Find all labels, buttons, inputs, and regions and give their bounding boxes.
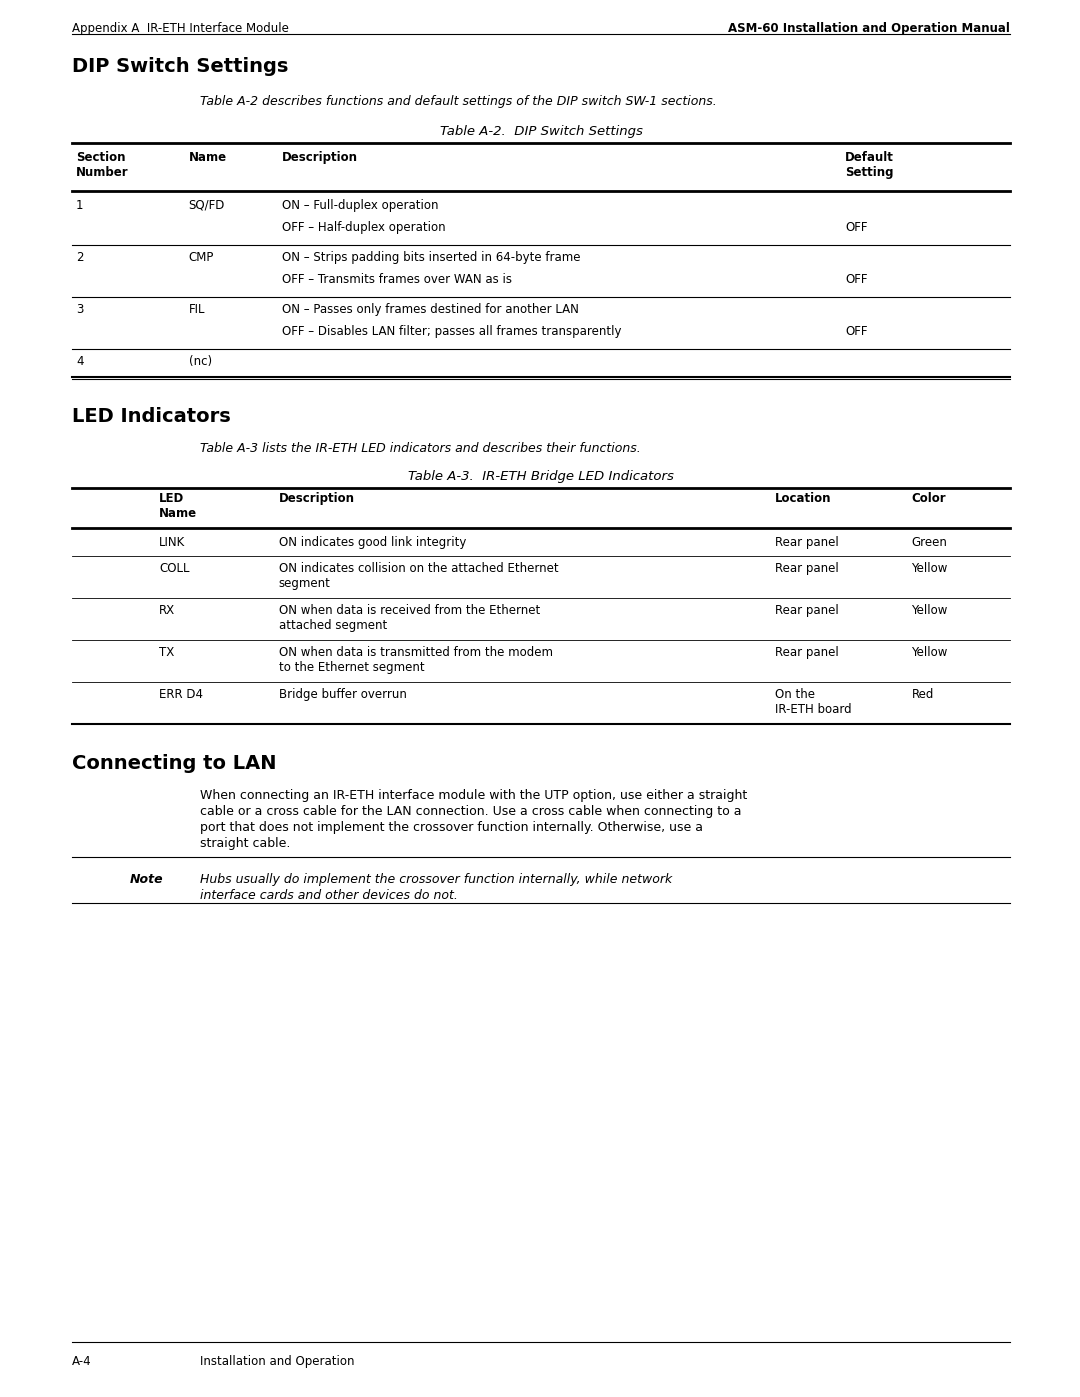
Text: ON – Full-duplex operation: ON – Full-duplex operation: [282, 198, 438, 212]
Text: ON when data is received from the Ethernet
attached segment: ON when data is received from the Ethern…: [279, 604, 540, 631]
Text: TX: TX: [159, 645, 174, 659]
Text: Color: Color: [912, 492, 946, 504]
Text: Green: Green: [912, 536, 947, 549]
Text: (nc): (nc): [189, 355, 212, 367]
Text: ON indicates collision on the attached Ethernet
segment: ON indicates collision on the attached E…: [279, 562, 558, 590]
Text: Installation and Operation: Installation and Operation: [200, 1355, 354, 1368]
Text: Bridge buffer overrun: Bridge buffer overrun: [279, 687, 406, 701]
Text: LINK: LINK: [159, 536, 186, 549]
Text: Table A-2 describes functions and default settings of the DIP switch SW-1 sectio: Table A-2 describes functions and defaul…: [200, 95, 717, 108]
Text: OFF – Half-duplex operation: OFF – Half-duplex operation: [282, 221, 446, 235]
Text: OFF: OFF: [846, 326, 867, 338]
Text: OFF – Transmits frames over WAN as is: OFF – Transmits frames over WAN as is: [282, 272, 512, 286]
Text: A-4: A-4: [72, 1355, 92, 1368]
Text: FIL: FIL: [189, 303, 205, 316]
Text: OFF: OFF: [846, 272, 867, 286]
Text: Connecting to LAN: Connecting to LAN: [72, 754, 276, 773]
Text: Yellow: Yellow: [912, 604, 948, 617]
Text: 1: 1: [76, 198, 83, 212]
Text: When connecting an IR-ETH interface module with the UTP option, use either a str: When connecting an IR-ETH interface modu…: [200, 789, 747, 802]
Text: ON – Strips padding bits inserted in 64-byte frame: ON – Strips padding bits inserted in 64-…: [282, 251, 581, 264]
Text: Rear panel: Rear panel: [774, 645, 838, 659]
Text: ON when data is transmitted from the modem
to the Ethernet segment: ON when data is transmitted from the mod…: [279, 645, 553, 673]
Text: DIP Switch Settings: DIP Switch Settings: [72, 57, 288, 75]
Text: ERR D4: ERR D4: [159, 687, 203, 701]
Text: OFF – Disables LAN filter; passes all frames transparently: OFF – Disables LAN filter; passes all fr…: [282, 326, 622, 338]
Text: Rear panel: Rear panel: [774, 562, 838, 576]
Text: SQ/FD: SQ/FD: [189, 198, 225, 212]
Text: 2: 2: [76, 251, 83, 264]
Text: cable or a cross cable for the LAN connection. Use a cross cable when connecting: cable or a cross cable for the LAN conne…: [200, 805, 742, 819]
Text: Rear panel: Rear panel: [774, 604, 838, 617]
Text: Note: Note: [130, 873, 164, 886]
Text: ASM-60 Installation and Operation Manual: ASM-60 Installation and Operation Manual: [728, 22, 1010, 35]
Text: On the
IR-ETH board: On the IR-ETH board: [774, 687, 851, 717]
Text: Table A-2.  DIP Switch Settings: Table A-2. DIP Switch Settings: [440, 124, 643, 138]
Text: Table A-3 lists the IR-ETH LED indicators and describes their functions.: Table A-3 lists the IR-ETH LED indicator…: [200, 441, 640, 455]
Text: Location: Location: [774, 492, 832, 504]
Text: Rear panel: Rear panel: [774, 536, 838, 549]
Text: OFF: OFF: [846, 221, 867, 235]
Text: straight cable.: straight cable.: [200, 837, 291, 849]
Text: Table A-3.  IR-ETH Bridge LED Indicators: Table A-3. IR-ETH Bridge LED Indicators: [408, 469, 674, 483]
Text: Section
Number: Section Number: [76, 151, 129, 179]
Text: ON – Passes only frames destined for another LAN: ON – Passes only frames destined for ano…: [282, 303, 579, 316]
Text: Description: Description: [282, 151, 359, 163]
Text: Hubs usually do implement the crossover function internally, while network: Hubs usually do implement the crossover …: [200, 873, 672, 886]
Text: CMP: CMP: [189, 251, 214, 264]
Text: LED
Name: LED Name: [159, 492, 198, 520]
Text: Appendix A  IR-ETH Interface Module: Appendix A IR-ETH Interface Module: [72, 22, 288, 35]
Text: Name: Name: [189, 151, 227, 163]
Text: RX: RX: [159, 604, 175, 617]
Text: interface cards and other devices do not.: interface cards and other devices do not…: [200, 888, 458, 902]
Text: Default
Setting: Default Setting: [846, 151, 894, 179]
Text: 3: 3: [76, 303, 83, 316]
Text: port that does not implement the crossover function internally. Otherwise, use a: port that does not implement the crossov…: [200, 821, 703, 834]
Text: ON indicates good link integrity: ON indicates good link integrity: [279, 536, 467, 549]
Text: Description: Description: [279, 492, 354, 504]
Text: LED Indicators: LED Indicators: [72, 407, 231, 426]
Text: Yellow: Yellow: [912, 645, 948, 659]
Text: Yellow: Yellow: [912, 562, 948, 576]
Text: Red: Red: [912, 687, 934, 701]
Text: 4: 4: [76, 355, 83, 367]
Text: COLL: COLL: [159, 562, 189, 576]
